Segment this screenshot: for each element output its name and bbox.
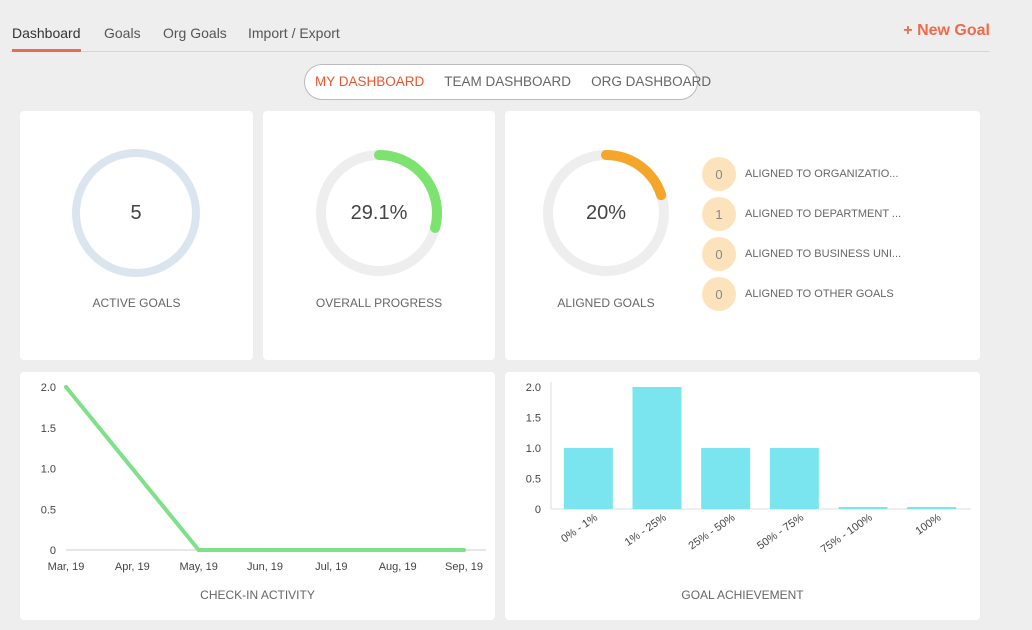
overall-progress-value: 29.1%: [350, 202, 408, 224]
tab-import-export[interactable]: Import / Export: [248, 25, 340, 41]
goal-achievement-bar: [563, 448, 613, 509]
y-tick-label: 2.0: [41, 382, 56, 394]
tab-org-goals[interactable]: Org Goals: [163, 25, 227, 41]
org-dashboard-button[interactable]: ORG DASHBOARD: [591, 74, 712, 89]
count-badge: 0: [702, 277, 736, 311]
y-tick-label: 1.5: [526, 413, 541, 425]
x-tick-label: Mar, 19: [48, 561, 85, 573]
tab-goals[interactable]: Goals: [104, 25, 141, 41]
count-badge: 0: [702, 237, 736, 271]
aligned-to-other-goals-row[interactable]: 0 ALIGNED TO OTHER GOALS: [702, 277, 894, 311]
y-tick-label: 1.0: [41, 464, 56, 476]
goal-achievement-chart: 0 0.5 1.0 1.5 2.0 0% - 1% 1% - 25% 25% - 50% 50%…: [526, 382, 971, 556]
team-dashboard-button[interactable]: TEAM DASHBOARD: [444, 74, 572, 89]
checkin-data-point: [329, 548, 334, 552]
active-goals-label: ACTIVE GOALS: [92, 296, 181, 310]
x-tick-label: 50% - 75%: [755, 512, 806, 553]
active-goals-ring-track: [72, 149, 200, 277]
aligned-item-label: ALIGNED TO DEPARTMENT ...: [745, 208, 902, 220]
checkin-data-point: [263, 548, 267, 552]
top-nav: Dashboard Goals Org Goals Import / Expor…: [10, 0, 990, 52]
aligned-to-business-unit-row[interactable]: 0 ALIGNED TO BUSINESS UNI...: [702, 237, 901, 271]
aligned-item-label: ALIGNED TO ORGANIZATIO...: [745, 168, 899, 180]
x-tick-label: Jul, 19: [315, 561, 347, 573]
active-goals-value: 5: [130, 202, 142, 224]
goal-achievement-bar: [701, 448, 751, 509]
active-goals-ring: [72, 149, 200, 277]
goal-achievement-bar: [632, 387, 682, 509]
aligned-goals-ring: [543, 150, 669, 276]
aligned-goals-label: ALIGNED GOALS: [557, 296, 655, 310]
x-tick-label: 0% - 1%: [559, 512, 600, 546]
y-tick-label: 1.5: [41, 423, 56, 435]
checkin-activity-label: CHECK-IN ACTIVITY: [200, 588, 315, 602]
x-tick-label: May, 19: [180, 561, 218, 573]
checkin-activity-card: 0 0.5 1.0 1.5 2.0 Mar, 19 Apr, 19 May, 19 Jun, 1…: [20, 372, 495, 620]
checkin-series-line: [64, 385, 464, 552]
count-badge: 0: [702, 157, 736, 191]
aligned-goals-card[interactable]: 20% ALIGNED GOALS 0 ALIGNED TO ORGANIZAT…: [505, 111, 980, 360]
aligned-to-department-row[interactable]: 1 ALIGNED TO DEPARTMENT ...: [702, 197, 901, 231]
goal-achievement-bar: [907, 507, 957, 509]
y-tick-label: 0: [50, 545, 56, 557]
checkin-data-point: [130, 466, 135, 471]
checkin-data-point: [462, 548, 466, 552]
checkin-data-point: [196, 548, 201, 552]
goal-achievement-label: GOAL ACHIEVEMENT: [681, 588, 804, 602]
x-tick-label: 25% - 50%: [686, 512, 737, 553]
y-tick-label: 0.5: [41, 504, 56, 516]
goal-achievement-bar: [769, 448, 819, 509]
x-tick-label: 1% - 25%: [623, 512, 669, 549]
overall-progress-ring: [316, 150, 442, 276]
y-tick-label: 1.0: [526, 443, 541, 455]
tab-dashboard[interactable]: Dashboard: [12, 25, 81, 52]
goal-achievement-bar: [838, 507, 888, 509]
x-tick-label: Sep, 19: [445, 561, 483, 573]
x-tick-label: Jun, 19: [247, 561, 283, 573]
checkin-activity-chart: 0 0.5 1.0 1.5 2.0 Mar, 19 Apr, 19 May, 19 Jun, 1…: [41, 382, 486, 573]
x-tick-label: Apr, 19: [115, 561, 150, 573]
x-tick-label: Aug, 19: [379, 561, 417, 573]
aligned-to-organization-row[interactable]: 0 ALIGNED TO ORGANIZATIO...: [702, 157, 898, 191]
aligned-item-label: ALIGNED TO BUSINESS UNI...: [745, 248, 902, 260]
checkin-data-point: [64, 385, 68, 389]
overall-progress-card[interactable]: 29.1% OVERALL PROGRESS: [263, 111, 495, 360]
new-goal-button[interactable]: + New Goal: [903, 22, 990, 39]
x-tick-label: 75% - 100%: [819, 512, 875, 556]
aligned-ring-arc: [543, 150, 669, 276]
goal-achievement-card: 0 0.5 1.0 1.5 2.0 0% - 1% 1% - 25% 25% - 50% 50%…: [505, 372, 980, 620]
my-dashboard-button[interactable]: MY DASHBOARD: [315, 74, 425, 89]
dashboard-switcher: MY DASHBOARD TEAM DASHBOARD ORG DASHBOAR…: [304, 64, 711, 100]
x-tick-label: 100%: [913, 512, 943, 538]
y-tick-label: 0: [535, 504, 541, 516]
aligned-item-label: ALIGNED TO OTHER GOALS: [745, 288, 894, 300]
count-badge: 1: [702, 197, 736, 231]
overall-progress-label: OVERALL PROGRESS: [315, 296, 443, 310]
y-tick-label: 0.5: [526, 474, 541, 486]
y-tick-label: 2.0: [526, 382, 541, 394]
aligned-goals-value: 20%: [585, 202, 627, 224]
active-goals-card[interactable]: 5 ACTIVE GOALS: [20, 111, 253, 360]
progress-ring-arc: [316, 150, 442, 276]
checkin-data-point: [395, 548, 400, 552]
